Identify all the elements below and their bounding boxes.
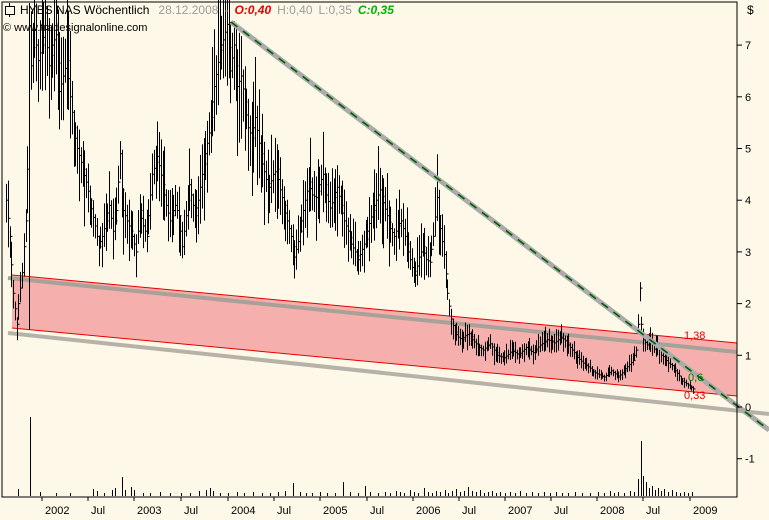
svg-text:7: 7 xyxy=(745,40,751,52)
svg-text:Jul: Jul xyxy=(462,505,476,517)
svg-text:2002: 2002 xyxy=(45,505,69,517)
price-series xyxy=(6,0,696,394)
svg-text:2005: 2005 xyxy=(323,505,347,517)
svg-text:0,6: 0,6 xyxy=(688,372,703,384)
svg-text:0: 0 xyxy=(745,402,751,414)
svg-text:2: 2 xyxy=(745,299,751,311)
svg-text:Jul: Jul xyxy=(91,505,105,517)
svg-text:5: 5 xyxy=(745,144,751,156)
svg-text:Jul: Jul xyxy=(646,505,660,517)
svg-text:0,33: 0,33 xyxy=(684,390,705,402)
svg-text:1: 1 xyxy=(745,350,751,362)
svg-text:2006: 2006 xyxy=(416,505,440,517)
svg-text:Jul: Jul xyxy=(370,505,384,517)
svg-text:Jul: Jul xyxy=(184,505,198,517)
y-axis: $7 6 5 4 3 2 1 0 -1 xyxy=(737,3,755,466)
svg-text:2004: 2004 xyxy=(231,505,255,517)
svg-text:6: 6 xyxy=(745,92,751,104)
svg-text:2009: 2009 xyxy=(693,505,717,517)
svg-text:-1: -1 xyxy=(745,454,755,466)
downtrend-line xyxy=(229,20,769,432)
annotation-labels: 1,38 0,6 0,33 xyxy=(684,330,705,402)
svg-text:Jul: Jul xyxy=(277,505,291,517)
trend-channel xyxy=(7,274,769,416)
svg-text:2003: 2003 xyxy=(137,505,161,517)
volume-series xyxy=(18,417,693,496)
svg-text:2007: 2007 xyxy=(508,505,532,517)
svg-text:4: 4 xyxy=(745,195,751,207)
svg-text:2008: 2008 xyxy=(600,505,624,517)
plot-frame xyxy=(1,1,738,498)
svg-text:3: 3 xyxy=(745,247,751,259)
x-axis: 2002 Jul 2003 Jul 2004 Jul 2005 Jul 2006 Jul 2007 J… xyxy=(41,497,717,517)
svg-text:1,38: 1,38 xyxy=(684,330,705,342)
svg-text:$: $ xyxy=(747,3,754,17)
svg-text:Jul: Jul xyxy=(554,505,568,517)
